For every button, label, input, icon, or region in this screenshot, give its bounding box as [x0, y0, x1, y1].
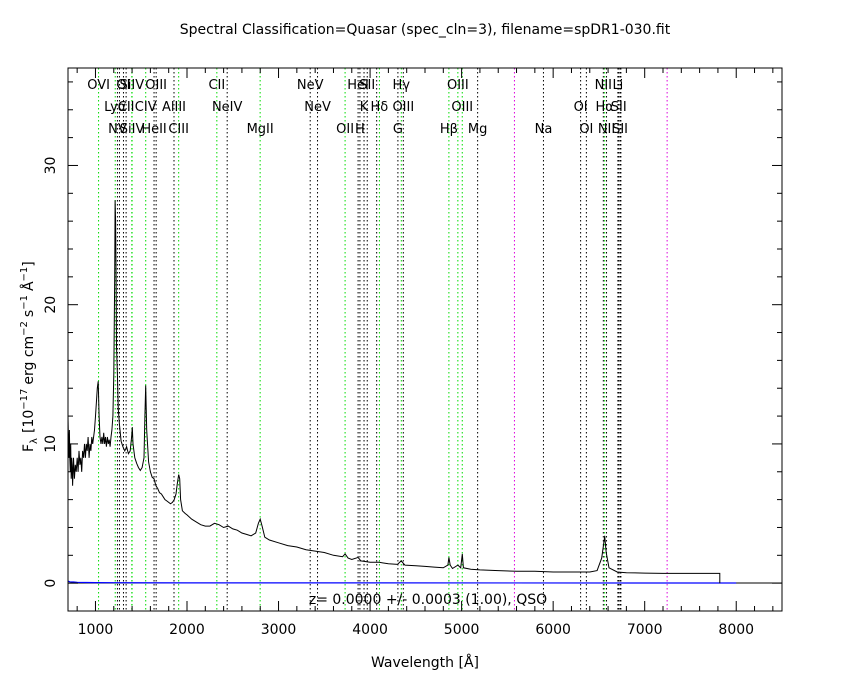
- line-label-7: SiIV: [120, 122, 145, 137]
- x-tick-label: 1000: [78, 622, 114, 638]
- error-curve: [67, 580, 737, 584]
- line-label-16: NeV: [297, 78, 324, 93]
- y-tick-label: 30: [43, 157, 59, 175]
- y-axis-ticks: 0 10 20 30: [43, 81, 782, 612]
- line-label-36: NII: [595, 78, 612, 93]
- x-tick-label: 3000: [261, 622, 297, 638]
- line-label-12: CIII: [168, 122, 189, 137]
- fit-annotation: z= 0.0000 +/- 0.0003 (1.00), QSO: [309, 592, 547, 608]
- line-label-6: SiIV: [120, 78, 145, 93]
- line-label-8: CIV: [135, 100, 157, 115]
- x-tick-label: 5000: [444, 622, 480, 638]
- line-label-20: H: [355, 122, 365, 137]
- line-label-28: Hβ: [440, 122, 458, 137]
- y-tick-label: 10: [43, 435, 59, 453]
- line-label-9: HeII: [141, 122, 166, 137]
- line-label-0: OVI: [87, 78, 110, 93]
- line-label-1: Lyα: [104, 100, 126, 115]
- line-label-24: Hδ: [371, 100, 389, 115]
- line-label-5: OI: [116, 78, 130, 93]
- line-label-4: CII: [118, 100, 135, 115]
- line-label-21: K: [360, 100, 369, 115]
- x-tick-label: 7000: [627, 622, 663, 638]
- line-label-22: SII: [359, 78, 375, 93]
- line-label-31: Mg: [468, 122, 487, 137]
- x-tick-label: 2000: [169, 622, 205, 638]
- line-label-25: G: [393, 122, 403, 137]
- chart-title: Spectral Classification=Quasar (spec_cln…: [180, 22, 671, 38]
- line-label-18: OII: [336, 122, 354, 137]
- line-label-39: Li: [612, 78, 623, 93]
- line-label-17: NeV: [304, 100, 331, 115]
- x-tick-label: 6000: [535, 622, 571, 638]
- x-tick-label: 8000: [718, 622, 754, 638]
- x-axis-ticks: 1000 2000 3000 4000 5000 6000 7000 8000: [76, 68, 774, 638]
- y-axis-label: Fλ[10−17erg cm−2s−1Å−1]: [19, 261, 40, 452]
- line-label-26: Hγ: [393, 78, 411, 93]
- line-label-14: NeIV: [212, 100, 243, 115]
- line-label-34: OI: [574, 100, 588, 115]
- line-label-29: OIII: [447, 78, 469, 93]
- line-label-37: Hα: [596, 100, 614, 115]
- line-label-10: OIII: [145, 78, 167, 93]
- y-tick-label: 0: [43, 579, 59, 588]
- line-label-19: HeI: [347, 78, 369, 93]
- plot-frame: [67, 67, 783, 612]
- y-tick-label: 20: [43, 296, 59, 314]
- x-axis-label: Wavelength [Å]: [371, 654, 479, 671]
- line-label-15: MgII: [247, 122, 274, 137]
- line-label-33: Na: [535, 122, 553, 137]
- line-label-35: OI: [579, 122, 593, 137]
- line-label-41: SII: [612, 122, 628, 137]
- spectrum-curve: [67, 200, 721, 584]
- line-label-2: NV: [108, 122, 127, 137]
- line-labels: OVILyαNVCIIOISiIVSiIVCIVHeIIOIIIAlIIICII…: [87, 78, 628, 137]
- line-label-40: SII: [611, 100, 627, 115]
- line-label-11: AlIII: [162, 100, 186, 115]
- line-markers: [98, 68, 668, 611]
- line-label-13: CII: [208, 78, 225, 93]
- line-label-38: NII: [598, 122, 615, 137]
- line-label-30: OIII: [451, 100, 473, 115]
- line-label-27: OIII: [392, 100, 414, 115]
- x-tick-label: 4000: [352, 622, 388, 638]
